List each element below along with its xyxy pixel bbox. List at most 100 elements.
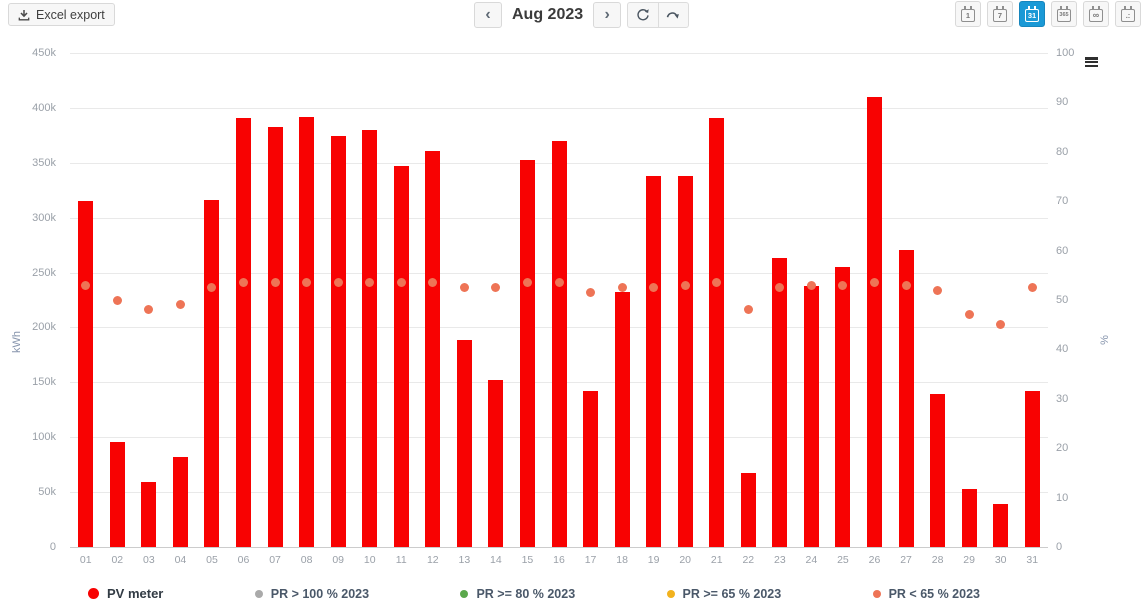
legend-item-pr-100-2023[interactable]: PR > 100 % 2023 [254, 586, 370, 601]
bar-day-01[interactable] [78, 201, 94, 547]
pr-dot-day-17[interactable] [586, 288, 596, 298]
pr-dot-day-22[interactable] [743, 305, 753, 315]
gridline [70, 53, 1048, 54]
pr-dot-day-08[interactable] [302, 278, 312, 288]
refresh-icon [637, 9, 649, 21]
bar-day-12[interactable] [425, 150, 441, 547]
bar-day-21[interactable] [709, 117, 725, 547]
legend-item-pr-65-2023[interactable]: PR < 65 % 2023 [872, 587, 980, 601]
bar-day-16[interactable] [551, 140, 567, 547]
chart-context-menu-icon[interactable] [1085, 57, 1098, 67]
pr-dot-day-18[interactable] [617, 283, 627, 293]
bar-day-09[interactable] [330, 136, 346, 547]
view-button-365[interactable]: 365 [1051, 1, 1077, 27]
pr-dot-day-13[interactable] [459, 283, 469, 293]
bar-day-31[interactable] [1024, 391, 1040, 547]
legend-label: PR > 100 % 2023 [270, 586, 370, 601]
calendar-365-icon: 365 [1057, 5, 1071, 22]
refresh-button[interactable] [628, 3, 658, 27]
bar-day-26[interactable] [866, 96, 882, 547]
bar-day-05[interactable] [204, 200, 220, 547]
pr-dot-day-23[interactable] [775, 283, 785, 293]
calendar-31-icon: 31 [1025, 5, 1039, 22]
pr-dot-day-04[interactable] [175, 300, 185, 310]
pr-dot-day-31[interactable] [1027, 283, 1037, 293]
pr-dot-day-03[interactable] [144, 305, 154, 315]
bar-day-06[interactable] [236, 117, 252, 547]
bar-day-15[interactable] [519, 159, 535, 547]
bar-day-03[interactable] [141, 482, 157, 547]
pr-dot-day-02[interactable] [112, 295, 122, 305]
bar-day-23[interactable] [772, 258, 788, 547]
bar-day-27[interactable] [898, 249, 914, 547]
x-tick-label: 11 [395, 554, 407, 566]
excel-export-button[interactable]: Excel export [8, 3, 115, 26]
pr-dot-day-27[interactable] [901, 280, 911, 290]
pr-dot-day-05[interactable] [207, 283, 217, 293]
pr-dot-day-11[interactable] [396, 278, 406, 288]
bar-day-20[interactable] [677, 175, 693, 547]
x-tick-label: 30 [994, 554, 1007, 566]
bar-day-10[interactable] [362, 129, 378, 547]
pr-dot-day-21[interactable] [712, 278, 722, 288]
y-left-tick-label: 350k [32, 156, 56, 169]
view-button-31[interactable]: 31 [1019, 1, 1045, 27]
view-button-∞[interactable]: ∞ [1083, 1, 1109, 27]
chevron-left-icon: ‹ [485, 6, 491, 23]
x-tick-label: 27 [900, 554, 912, 566]
y-left-tick-label: 400k [32, 101, 56, 114]
bar-day-04[interactable] [172, 456, 188, 547]
x-tick-label: 08 [300, 554, 313, 566]
pr-dot-day-30[interactable] [996, 320, 1006, 330]
legend-item-pr-65-2023[interactable]: PR >= 65 % 2023 [666, 587, 781, 601]
pr-dot-day-14[interactable] [491, 283, 501, 293]
view-button-7[interactable]: 7 [987, 1, 1013, 27]
bar-day-08[interactable] [299, 116, 315, 547]
bar-day-02[interactable] [109, 441, 125, 547]
y-left-tick-label: 250k [32, 266, 56, 279]
pr-dot-day-19[interactable] [649, 283, 659, 293]
bar-day-11[interactable] [393, 166, 409, 547]
pr-dot-day-09[interactable] [333, 278, 343, 288]
bar-day-19[interactable] [646, 175, 662, 547]
bar-day-14[interactable] [488, 380, 504, 547]
bar-day-13[interactable] [456, 339, 472, 547]
download-icon [18, 9, 30, 20]
bar-day-22[interactable] [740, 473, 756, 547]
pr-dot-day-29[interactable] [964, 310, 974, 320]
bar-day-07[interactable] [267, 126, 283, 547]
pr-dot-day-20[interactable] [680, 280, 690, 290]
pr-dot-day-10[interactable] [365, 278, 375, 288]
pr-dot-day-16[interactable] [554, 278, 564, 288]
x-tick-label: 12 [426, 554, 439, 566]
chart-legend: PV meter PR > 100 % 2023 PR >= 80 % 2023 PR… [88, 586, 980, 601]
bar-day-24[interactable] [803, 285, 819, 547]
bar-day-29[interactable] [961, 488, 977, 547]
bar-day-17[interactable] [583, 391, 599, 547]
view-button-.:[interactable]: .: [1115, 1, 1141, 27]
bar-day-25[interactable] [835, 267, 851, 547]
pr-dot-day-15[interactable] [522, 278, 532, 288]
x-tick-label: 23 [773, 554, 786, 566]
bar-day-30[interactable] [993, 504, 1009, 547]
x-tick-label: 03 [143, 554, 155, 566]
bar-day-18[interactable] [614, 292, 630, 547]
prev-period-button[interactable]: ‹ [474, 2, 502, 28]
legend-item-pr-80-2023[interactable]: PR >= 80 % 2023 [460, 587, 575, 601]
jump-to-current-button[interactable] [658, 3, 688, 27]
pr-dot-day-07[interactable] [270, 278, 280, 288]
bar-day-28[interactable] [930, 394, 946, 547]
legend-item-pv-meter[interactable]: PV meter [88, 586, 163, 601]
view-button-1[interactable]: 1 [955, 1, 981, 27]
pr-dot-day-28[interactable] [933, 285, 943, 295]
pr-dot-day-25[interactable] [838, 280, 848, 290]
next-period-button[interactable]: › [593, 2, 622, 28]
pr-dot-day-26[interactable] [869, 278, 879, 288]
legend-marker-icon [460, 589, 469, 598]
pr-dot-day-01[interactable] [81, 280, 91, 290]
pr-dot-day-12[interactable] [428, 278, 438, 288]
x-tick-label: 13 [458, 554, 471, 566]
pr-dot-day-06[interactable] [239, 278, 249, 288]
x-tick-label: 26 [868, 554, 881, 566]
pr-dot-day-24[interactable] [806, 280, 816, 290]
